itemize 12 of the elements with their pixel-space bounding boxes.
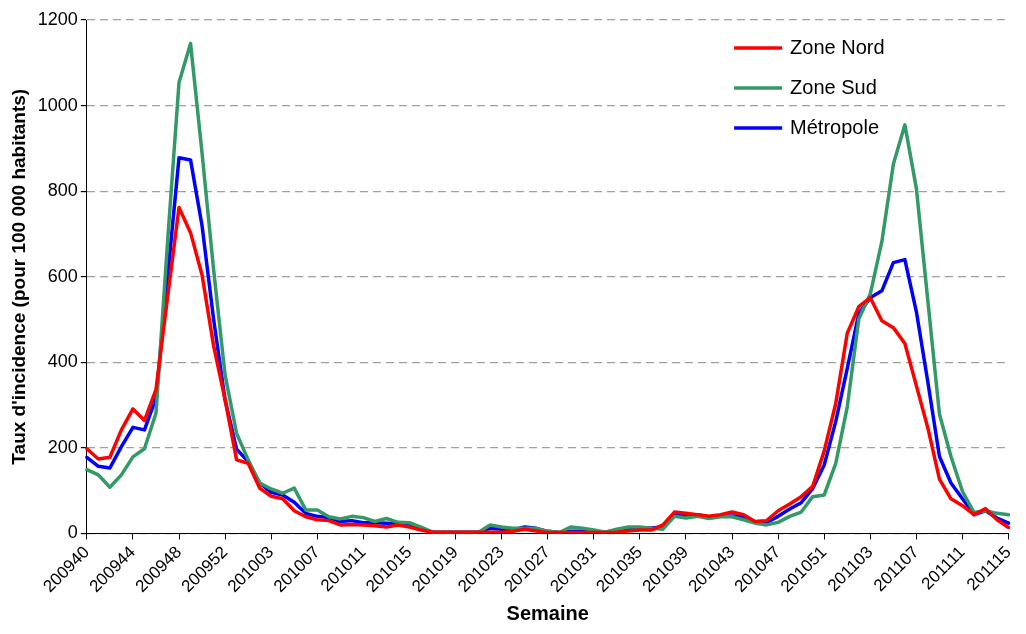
y-axis-title: Taux d'incidence (pour 100 000 habitants) xyxy=(7,88,29,465)
y-tick-label: 0 xyxy=(67,522,78,543)
legend-label: Zone Sud xyxy=(790,75,877,98)
y-tick-label: 800 xyxy=(47,180,78,201)
legend-label: Zone Nord xyxy=(790,35,885,58)
x-axis-title: Semaine xyxy=(506,601,589,624)
y-tick-label: 1000 xyxy=(37,94,78,115)
y-tick-label: 1200 xyxy=(37,8,78,29)
y-tick-label: 400 xyxy=(47,351,78,372)
legend-label: Métropole xyxy=(790,115,880,138)
y-tick-label: 200 xyxy=(47,436,78,457)
y-tick-label: 600 xyxy=(47,265,78,286)
